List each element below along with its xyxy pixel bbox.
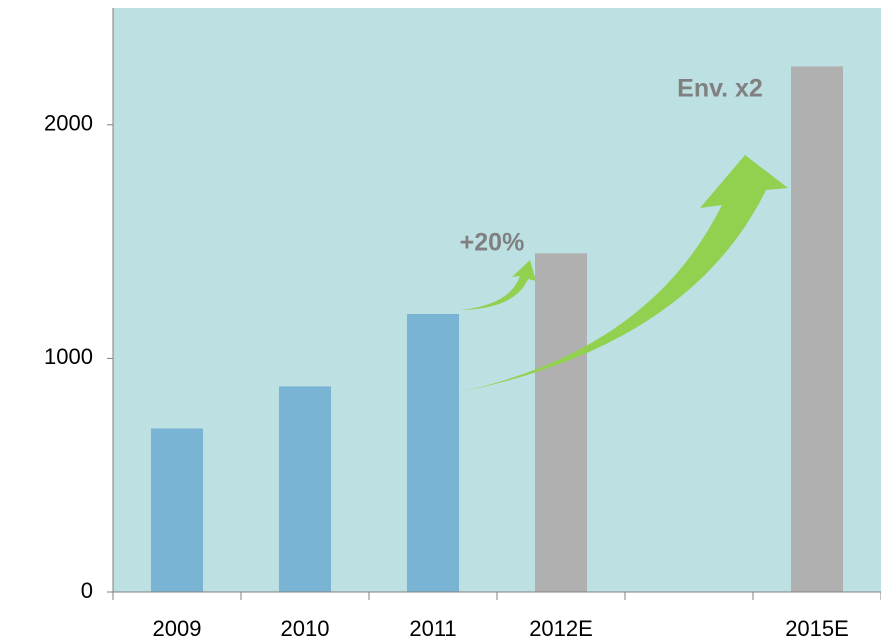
x-tick-label: 2010 bbox=[281, 616, 330, 641]
annotation: Env. x2 bbox=[677, 75, 763, 103]
plot-area bbox=[113, 8, 881, 592]
bar bbox=[279, 386, 331, 592]
bars bbox=[151, 66, 843, 592]
bar bbox=[791, 66, 843, 592]
bar bbox=[535, 253, 587, 592]
y-tick-label: 0 bbox=[81, 578, 93, 603]
y-tick-label: 1000 bbox=[44, 344, 93, 369]
bar bbox=[407, 314, 459, 592]
x-tick-label: 2009 bbox=[153, 616, 202, 641]
x-tick-label: 2011 bbox=[409, 616, 456, 641]
small-arrow bbox=[460, 260, 536, 310]
bar bbox=[151, 428, 203, 592]
x-tick-label: 2015E bbox=[785, 616, 849, 641]
y-tick-label: 2000 bbox=[44, 111, 93, 136]
growth-arrow bbox=[460, 155, 788, 392]
annotation: +20% bbox=[460, 229, 525, 257]
x-tick-label: 2012E bbox=[529, 616, 593, 641]
